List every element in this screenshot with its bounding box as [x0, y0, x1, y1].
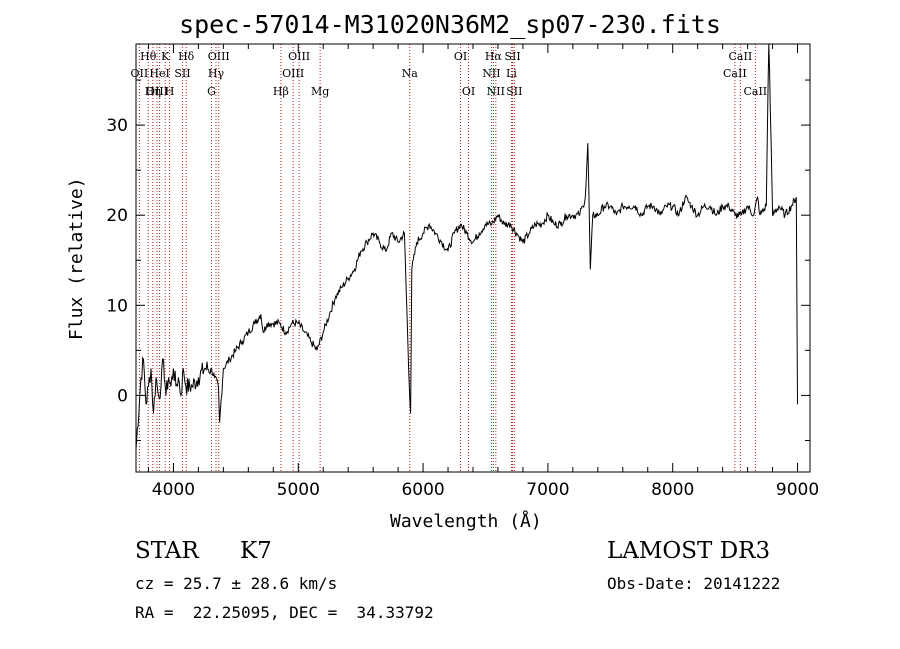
- spectral-line-label: CaII: [743, 85, 767, 98]
- axis-ticks-layer: 4000 5000 6000 7000 8000 9000 0 10 20 30: [106, 44, 819, 500]
- ra-dec: RA = 22.25095, DEC = 34.33792: [135, 603, 434, 622]
- spectral-line-label: Hδ: [178, 50, 195, 63]
- x-tick-label: 5000: [277, 480, 320, 500]
- spectral-line-label: OI: [462, 85, 475, 98]
- spectral-line-label: Hα: [485, 50, 503, 63]
- x-tick-label: 9000: [776, 480, 819, 500]
- spectral-lines-layer: [138, 44, 756, 472]
- x-tick-label: 6000: [401, 480, 444, 500]
- object-class: STAR: [135, 538, 199, 564]
- x-tick-label: 8000: [651, 480, 694, 500]
- y-tick-label: 30: [106, 116, 128, 136]
- spectral-line-label: Hθ: [140, 50, 157, 63]
- chart-title: spec-57014-M31020N36M2_sp07-230.fits: [179, 10, 721, 39]
- spectral-line-label: H: [165, 85, 175, 98]
- y-tick-label: 20: [106, 206, 128, 226]
- spectral-line-label: OI: [454, 50, 467, 63]
- y-tick-label: 0: [117, 386, 128, 406]
- spectral-line-label: NII: [487, 85, 505, 98]
- spectral-line-label: K: [161, 50, 170, 63]
- spectral-line-label: OIII: [282, 67, 304, 80]
- spectral-line-label: Na: [402, 67, 419, 80]
- spectral-line-label: Hη: [145, 85, 161, 98]
- plot-frame: [135, 43, 811, 473]
- spectrum-series: [135, 43, 798, 450]
- object-subclass: K7: [240, 538, 272, 564]
- spectral-line-label: Mg: [311, 85, 329, 98]
- spectral-line-label: OIII: [146, 85, 168, 98]
- spectral-line-label: Li: [506, 67, 517, 80]
- x-tick-label: 4000: [152, 480, 195, 500]
- spectral-line-label: NII: [482, 67, 500, 80]
- spectral-line-label: Hγ: [208, 67, 225, 80]
- spectral-line-label: SII: [506, 85, 522, 98]
- spectral-line-label: Hβ: [273, 85, 289, 98]
- survey-name: LAMOST DR3: [607, 538, 771, 564]
- x-axis-label: Wavelength (Å): [390, 511, 542, 532]
- obs-date: Obs-Date: 20141222: [607, 574, 781, 593]
- x-tick-label: 7000: [526, 480, 569, 500]
- y-tick-label: 10: [106, 296, 128, 316]
- y-axis-label: Flux (relative): [66, 177, 87, 340]
- spectral-line-label: G: [207, 85, 216, 98]
- redshift-info: cz = 25.7 ± 28.6 km/s: [135, 574, 338, 593]
- spectral-line-label: SII: [174, 67, 190, 80]
- spectral-line-label: CaII: [729, 50, 753, 63]
- spectral-line-label: CaII: [723, 67, 747, 80]
- spectral-line-label: HeI: [149, 67, 169, 80]
- spectral-line-label: OIII: [208, 50, 230, 63]
- spectral-line-label: OII: [131, 67, 149, 80]
- spectral-line-label: OIII: [288, 50, 310, 63]
- spectral-line-label: SII: [504, 50, 520, 63]
